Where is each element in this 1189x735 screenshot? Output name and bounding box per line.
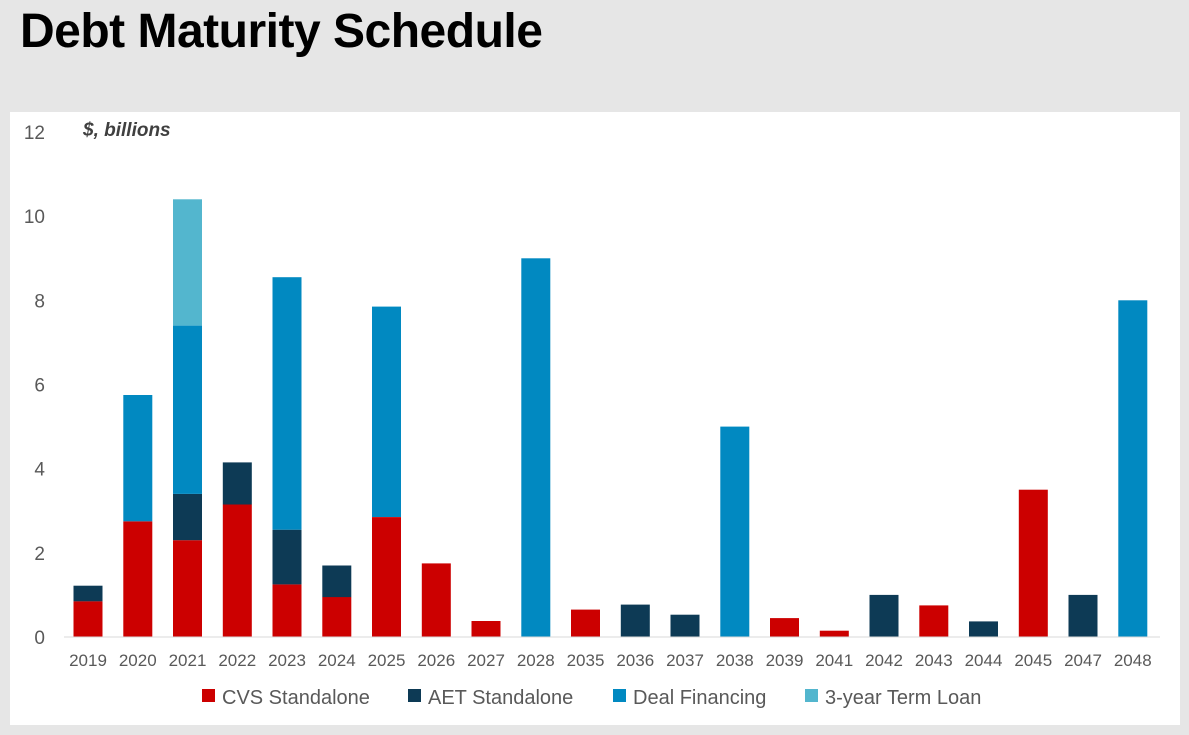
x-tick-label: 2042 [865,651,903,670]
bar-segment [1018,489,1048,637]
legend-label: AET Standalone [428,687,573,709]
bar-segment [123,395,153,522]
bar-segment [571,609,600,637]
x-tick-label: 2037 [666,651,704,670]
x-tick-label: 2044 [965,651,1003,670]
bar-segment [372,306,401,517]
y-tick-label: 8 [34,291,45,312]
x-tick-label: 2045 [1014,651,1052,670]
legend-label: Deal Financing [633,687,766,709]
y-axis-ticks: 0 2 4 6 8 10 12 [24,123,46,649]
bar-segment [173,540,202,637]
bar-segment [322,597,352,637]
bar-segment [272,277,302,530]
bar-segment [173,493,202,541]
legend-label: 3-year Term Loan [825,687,981,709]
x-tick-label: 2035 [567,651,605,670]
bar-segment [123,521,153,637]
bar-segment [73,601,103,637]
y-tick-label: 10 [24,207,45,228]
x-tick-label: 2043 [915,651,953,670]
legend-swatch [202,689,215,702]
bar-segment [521,258,551,638]
bars [73,199,1148,638]
x-tick-label: 2036 [616,651,654,670]
x-tick-label: 2041 [815,651,853,670]
page-title: Debt Maturity Schedule [20,5,543,58]
bar-segment [173,325,202,494]
bar-segment [222,462,252,505]
x-tick-label: 2020 [119,651,157,670]
x-tick-label: 2027 [467,651,505,670]
y-tick-label: 0 [34,628,45,649]
legend-label: CVS Standalone [222,687,370,709]
bar-segment [372,517,401,637]
bar-segment [471,621,501,637]
y-tick-label: 12 [24,123,45,144]
legend-swatch [613,689,626,702]
x-tick-label: 2048 [1114,651,1152,670]
bar-segment [322,565,352,598]
bar-segment [1068,594,1098,637]
bar-segment [919,605,949,637]
legend-swatch [805,689,818,702]
x-tick-label: 2024 [318,651,356,670]
bar-segment [620,604,650,637]
x-tick-label: 2025 [368,651,406,670]
bar-segment [770,618,799,637]
bar-segment [272,584,302,637]
x-tick-label: 2039 [766,651,804,670]
legend: CVS Standalone AET Standalone Deal Financi… [202,687,981,709]
bar-segment [272,529,302,585]
bar-segment [670,614,700,637]
y-tick-label: 2 [34,544,45,565]
bar-segment [222,504,252,637]
bar-segment [73,585,103,602]
x-tick-label: 2023 [268,651,306,670]
y-tick-label: 6 [34,376,45,397]
x-tick-label: 2021 [169,651,207,670]
bar-segment [969,621,998,637]
legend-swatch [408,689,421,702]
x-axis-ticks: 2019 2020 2021 2022 2023 2024 2025 2026 2027 2028… [69,651,1152,670]
bar-segment [869,594,899,637]
x-tick-label: 2026 [417,651,455,670]
bar-segment [173,199,202,326]
x-tick-label: 2022 [218,651,256,670]
bar-segment [819,630,849,637]
y-tick-label: 4 [34,460,45,481]
x-tick-label: 2047 [1064,651,1102,670]
bar-segment [1118,300,1148,637]
chart-panel: $, billions 0 2 4 6 8 10 12 2019 2020 2021 2022 20… [10,112,1180,725]
x-tick-label: 2019 [69,651,107,670]
bar-segment [720,426,750,637]
unit-label: $, billions [82,120,171,141]
x-tick-label: 2038 [716,651,754,670]
x-tick-label: 2028 [517,651,555,670]
bar-segment [421,563,451,637]
